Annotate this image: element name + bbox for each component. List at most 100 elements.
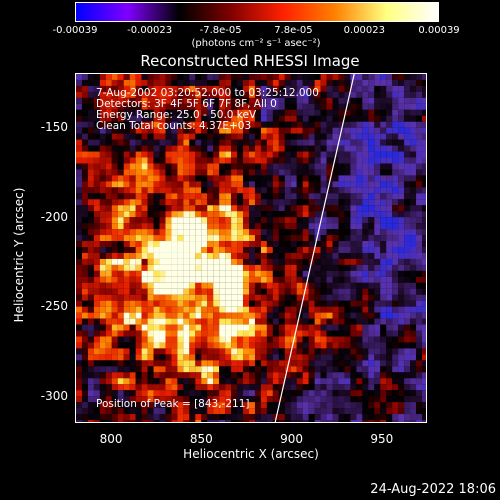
heatmap-cell <box>231 252 238 259</box>
heatmap-cell <box>81 127 88 134</box>
heatmap-cell <box>87 264 94 271</box>
heatmap-cell <box>231 139 238 146</box>
heatmap-cell <box>105 300 112 307</box>
heatmap-cell <box>213 300 220 307</box>
heatmap-cell <box>135 139 142 146</box>
heatmap-cell <box>129 318 136 325</box>
heatmap-cell <box>362 348 369 355</box>
heatmap-cell <box>254 414 261 421</box>
heatmap-cell <box>296 127 303 134</box>
heatmap-cell <box>201 97 208 104</box>
heatmap-cell <box>404 121 411 128</box>
heatmap-cell <box>308 360 315 367</box>
heatmap-cell <box>260 300 267 307</box>
heatmap-cell <box>183 97 190 104</box>
heatmap-cell <box>147 414 154 421</box>
heatmap-cell <box>183 252 190 259</box>
heatmap-cell <box>153 223 160 230</box>
heatmap-cell <box>326 247 333 253</box>
heatmap-cell <box>320 163 327 170</box>
heatmap-cell <box>326 420 333 422</box>
heatmap-cell <box>159 342 166 349</box>
heatmap-cell <box>93 342 100 349</box>
heatmap-cell <box>320 169 327 176</box>
heatmap-cell <box>159 318 166 325</box>
heatmap-cell <box>338 187 345 194</box>
heatmap-cell <box>243 420 250 422</box>
heatmap-cell <box>266 247 273 253</box>
heatmap-cell <box>266 79 273 86</box>
heatmap-cell <box>326 217 333 224</box>
heatmap-cell <box>278 276 285 283</box>
heatmap-cell <box>195 193 202 200</box>
heatmap-cell <box>410 151 417 158</box>
heatmap-cell <box>249 241 255 248</box>
heatmap-cell <box>386 229 393 236</box>
heatmap-cell <box>201 336 208 343</box>
heatmap-cell <box>404 354 411 361</box>
heatmap-cell <box>374 324 381 331</box>
heatmap-cell <box>422 211 426 218</box>
heatmap-cell <box>314 145 321 152</box>
heatmap-cell <box>362 85 369 92</box>
heatmap-cell <box>129 103 136 110</box>
heatmap-cell <box>213 163 220 170</box>
heatmap-cell <box>111 282 118 289</box>
heatmap-cell <box>368 324 375 331</box>
heatmap-cell <box>308 103 315 110</box>
heatmap-cell <box>320 366 327 373</box>
heatmap-cell <box>147 181 154 188</box>
heatmap-cell <box>278 252 285 259</box>
heatmap-cell <box>87 193 94 200</box>
heatmap-cell <box>302 270 309 277</box>
heatmap-cell <box>374 348 381 355</box>
heatmap-cell <box>362 414 369 421</box>
heatmap-cell <box>183 74 190 80</box>
heatmap-cell <box>272 282 279 289</box>
heatmap-cell <box>260 414 267 421</box>
heatmap-cell <box>195 384 202 391</box>
heatmap-cell <box>374 74 381 80</box>
heatmap-cell <box>165 324 172 331</box>
heatmap-cell <box>93 306 100 313</box>
heatmap-cell <box>231 300 238 307</box>
heatmap-cell <box>195 163 202 170</box>
heatmap-cell <box>171 121 178 128</box>
heatmap-cell <box>314 223 321 230</box>
heatmap-cell <box>117 181 124 188</box>
heatmap-cell <box>416 169 423 176</box>
heatmap-cell <box>201 133 208 140</box>
heatmap-cell <box>231 372 238 379</box>
heatmap-cell <box>171 223 178 230</box>
heatmap-cell <box>129 241 136 248</box>
heatmap-cell <box>254 396 261 403</box>
heatmap-cell <box>374 372 381 379</box>
heatmap-cell <box>219 205 226 212</box>
heatmap-cell <box>147 324 154 331</box>
heatmap-cell <box>296 408 303 415</box>
heatmap-cell <box>225 145 232 152</box>
heatmap-cell <box>153 270 160 277</box>
heatmap-cell <box>87 85 94 92</box>
heatmap-cell <box>153 211 160 218</box>
heatmap-cell <box>207 270 214 277</box>
heatmap-cell <box>332 157 339 164</box>
heatmap-cell <box>362 402 369 409</box>
heatmap-cell <box>278 342 285 349</box>
heatmap-cell <box>87 127 94 134</box>
heatmap-cell <box>380 282 387 289</box>
heatmap-cell <box>416 348 423 355</box>
heatmap-cell <box>398 97 405 104</box>
heatmap-cell <box>147 294 154 301</box>
heatmap-cell <box>249 79 255 86</box>
heatmap-cell <box>93 360 100 367</box>
heatmap-cell <box>392 306 399 313</box>
heatmap-cell <box>249 312 255 319</box>
heatmap-cell <box>249 235 255 242</box>
heatmap-cell <box>76 294 82 301</box>
heatmap-cell <box>284 294 291 301</box>
heatmap-cell <box>243 217 250 224</box>
heatmap-cell <box>159 151 166 158</box>
heatmap-cell <box>76 145 82 152</box>
heatmap-cell <box>356 205 363 212</box>
